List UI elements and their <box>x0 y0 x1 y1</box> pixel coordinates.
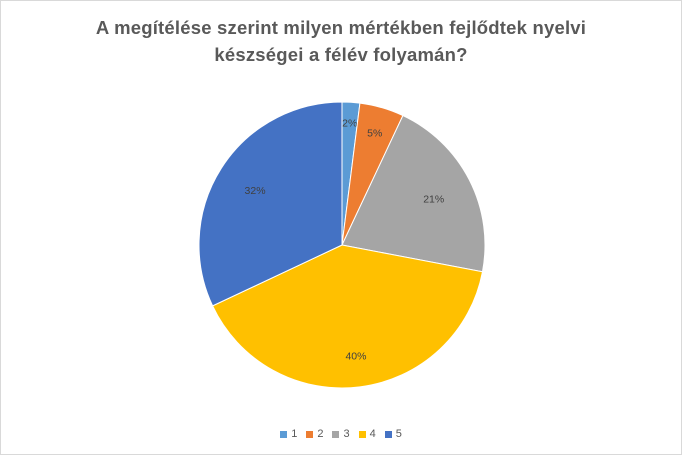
legend-swatch-4 <box>358 430 366 438</box>
legend-label-1: 1 <box>291 428 298 440</box>
legend-label-5: 5 <box>395 428 402 440</box>
chart-title: A megítélése szerint milyen mértékben fe… <box>1 14 681 68</box>
chart-title-line-2: készségei a félév folyamán? <box>214 44 468 65</box>
legend-swatch-1 <box>280 430 288 438</box>
legend-item-2: 2 <box>306 428 323 440</box>
legend-swatch-5 <box>384 430 392 438</box>
legend-item-3: 3 <box>332 428 350 440</box>
legend-label-3: 3 <box>343 428 350 440</box>
data-label-4: 40% <box>345 351 366 363</box>
data-label-2: 5% <box>367 127 382 139</box>
legend-swatch-2 <box>306 430 314 438</box>
legend-item-4: 4 <box>358 428 376 440</box>
legend-item-1: 1 <box>280 428 297 440</box>
data-label-1: 2% <box>342 117 357 129</box>
legend-swatch-3 <box>332 430 340 438</box>
pie-slice-3 <box>341 114 486 273</box>
pie-slice-5 <box>198 101 343 307</box>
data-label-5: 32% <box>245 185 266 197</box>
legend-item-5: 5 <box>384 428 402 440</box>
legend: 1 2 3 4 5 <box>1 428 681 440</box>
chart-title-line-1: A megítélése szerint milyen mértékben fe… <box>95 17 587 38</box>
data-label-3: 21% <box>423 193 444 205</box>
pie-slice-4 <box>211 244 484 389</box>
legend-label-4: 4 <box>369 428 376 440</box>
legend-label-2: 2 <box>317 428 324 440</box>
